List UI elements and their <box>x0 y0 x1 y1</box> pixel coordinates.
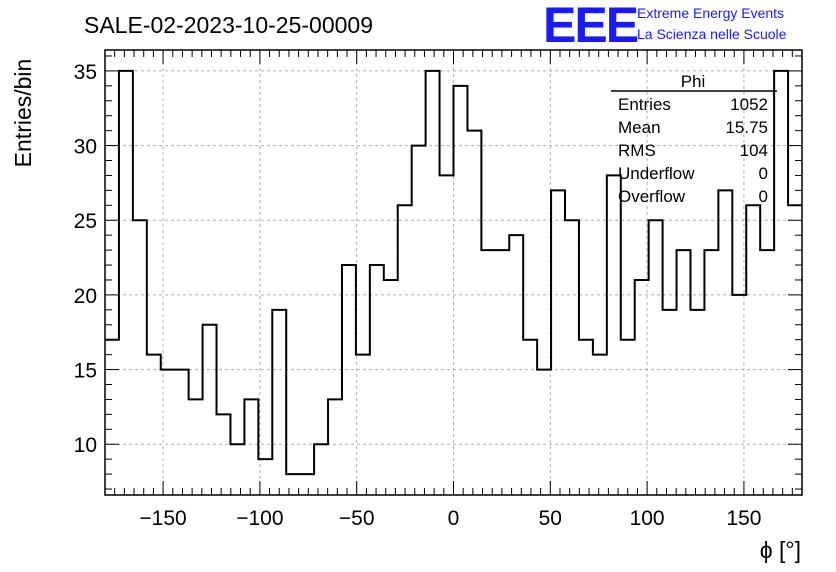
y-tick-label: 35 <box>74 61 97 84</box>
x-tick-label: 150 <box>726 507 761 530</box>
y-tick-label: 10 <box>74 434 97 457</box>
stats-rows: Entries 1052 Mean 15.75 RMS 104 Underflow 0 Over… <box>618 95 768 206</box>
stats-name: Phi <box>681 72 706 91</box>
y-tick-label: 25 <box>74 210 97 233</box>
stats-label: Mean <box>618 118 661 137</box>
y-tick-label: 30 <box>74 136 97 159</box>
x-tick-label: −100 <box>236 507 283 530</box>
stats-value: 104 <box>740 141 768 160</box>
x-axis-title: ϕ [°] <box>760 537 801 563</box>
eee-logo: EEE Extreme Energy Events La Scienza nel… <box>543 0 787 53</box>
x-tick-label: 0 <box>448 507 460 530</box>
x-tick-label: −50 <box>339 507 375 530</box>
stats-label: Overflow <box>618 187 686 206</box>
histogram-outline <box>105 69 802 476</box>
eee-logo-line1: Extreme Energy Events <box>637 5 784 21</box>
stats-label: Underflow <box>618 164 695 183</box>
y-axis-title: Entries/bin <box>10 59 36 168</box>
y-tick-label: 15 <box>74 360 97 383</box>
eee-logo-line2: La Scienza nelle Scuole <box>637 26 787 42</box>
axis-ticks <box>105 50 802 495</box>
stats-value: 0 <box>759 187 768 206</box>
tick-labels: −150 −100 −50 0 50 100 150 10 15 20 25 30 35 <box>74 61 762 530</box>
x-tick-label: 50 <box>539 507 562 530</box>
stats-label: Entries <box>618 95 671 114</box>
stats-value: 1052 <box>730 95 768 114</box>
eee-logo-mark: EEE <box>543 0 638 53</box>
stats-label: RMS <box>618 141 656 160</box>
chart-title: SALE-02-2023-10-25-00009 <box>84 12 373 38</box>
stats-value: 15.75 <box>725 118 768 137</box>
stats-box: Phi Entries 1052 Mean 15.75 RMS 104 Underflow 0… <box>611 72 777 206</box>
y-tick-label: 20 <box>74 285 97 308</box>
x-tick-label: 100 <box>630 507 665 530</box>
stats-value: 0 <box>759 164 768 183</box>
x-tick-label: −150 <box>139 507 186 530</box>
